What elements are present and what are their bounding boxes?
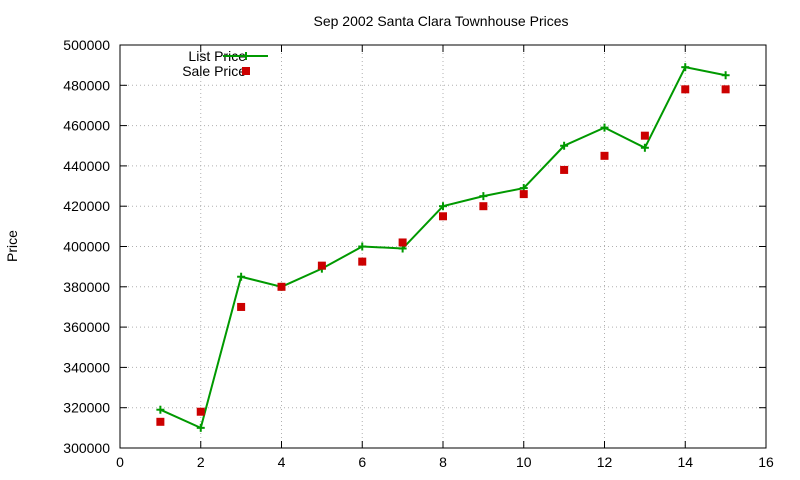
list-price-marker — [237, 272, 246, 281]
x-tick-label: 6 — [358, 454, 366, 470]
sale-price-marker — [600, 151, 609, 160]
list-price-marker — [721, 71, 730, 80]
x-tick-label: 0 — [116, 454, 124, 470]
sale-price-marker — [277, 282, 286, 291]
legend-label-sale-price: Sale Price — [182, 63, 246, 79]
list-price-marker — [600, 123, 609, 132]
y-tick-labels: 300000 320000 340000 360000 380000 400000 4200… — [63, 37, 110, 456]
x-tick-label: 8 — [439, 454, 447, 470]
y-tick-label: 320000 — [63, 400, 110, 416]
list-price-marker — [196, 423, 205, 432]
y-tick-label: 360000 — [63, 319, 110, 335]
sale-price-marker — [479, 202, 488, 211]
x-tick-label: 12 — [597, 454, 613, 470]
list-price-marker — [640, 143, 649, 152]
sale-price-marker — [560, 165, 569, 174]
x-tick-label: 14 — [677, 454, 693, 470]
sale-price-marker — [681, 85, 690, 94]
x-tick-label: 4 — [278, 454, 286, 470]
sale-price-marker — [156, 417, 165, 426]
y-tick-label: 340000 — [63, 359, 110, 375]
sale-price-marker — [237, 302, 246, 311]
legend-label-list-price: List Price — [188, 48, 246, 64]
sale-price-marker — [398, 238, 407, 247]
legend-plus-marker — [242, 52, 250, 60]
sale-price-marker — [439, 212, 447, 221]
sale-price-marker — [519, 190, 528, 199]
x-tick-label: 2 — [197, 454, 205, 470]
list-price-marker — [156, 405, 165, 414]
axis-ticks — [119, 44, 767, 449]
x-tick-labels: 0 2 4 6 8 10 12 14 16 — [116, 454, 774, 470]
sale-price-marker — [721, 85, 730, 94]
list-price-marker — [358, 242, 367, 251]
sale-price-marker — [640, 131, 649, 140]
chart-title: Sep 2002 Santa Clara Townhouse Prices — [313, 13, 568, 29]
sale-price-marker — [196, 407, 205, 416]
x-tick-label: 10 — [516, 454, 532, 470]
x-tick-label: 16 — [758, 454, 774, 470]
list-price-marker — [681, 63, 690, 72]
list-price-marker — [560, 141, 569, 150]
legend-marker-sale-price — [242, 67, 250, 75]
series-layer — [156, 63, 730, 432]
sale-price-marker — [317, 261, 326, 270]
y-tick-label: 440000 — [63, 158, 110, 174]
y-tick-label: 500000 — [63, 37, 110, 53]
y-tick-label: 460000 — [63, 118, 110, 134]
y-tick-label: 480000 — [63, 77, 110, 93]
y-tick-label: 400000 — [63, 239, 110, 255]
y-tick-label: 420000 — [63, 198, 110, 214]
list-price-marker — [479, 192, 488, 201]
y-tick-label: 300000 — [63, 440, 110, 456]
y-tick-label: 380000 — [63, 279, 110, 295]
sale-price-marker — [358, 257, 367, 266]
legend-marker-list-price — [242, 52, 250, 60]
legend: List Price Sale Price — [182, 48, 268, 79]
list-price-marker — [439, 202, 447, 211]
y-axis-label: Price — [4, 230, 20, 262]
